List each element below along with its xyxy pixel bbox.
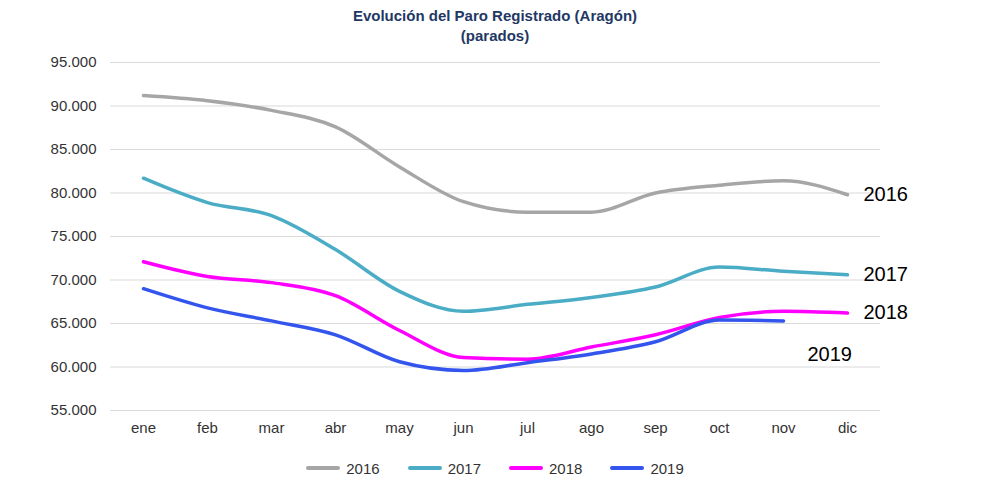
html-text:2017: 2017 (447, 459, 481, 477)
html-text:Evolución del Paro Registrado: Evolución del Paro Registrado (Aragón) (352, 7, 638, 24)
svg-text:70.000: 70.000 (51, 271, 97, 288)
svg-text:may: may (385, 419, 414, 436)
svg-text:nov: nov (771, 419, 796, 436)
svg-text:feb: feb (197, 419, 218, 436)
svg-text:ene: ene (131, 419, 156, 436)
svg-text:85.000: 85.000 (51, 140, 97, 157)
svg-text:95.000: 95.000 (51, 53, 97, 70)
html-text:2018: 2018 (549, 459, 583, 477)
svg-text:oct: oct (709, 419, 730, 436)
svg-text:jul: jul (519, 419, 535, 436)
svg-text:55.000: 55.000 (51, 401, 97, 418)
svg-text:2016: 2016 (864, 183, 909, 205)
svg-text:dic: dic (838, 419, 858, 436)
svg-text:75.000: 75.000 (51, 227, 97, 244)
svg-text:90.000: 90.000 (51, 97, 97, 114)
svg-text:2017: 2017 (864, 263, 909, 285)
svg-text:65.000: 65.000 (51, 314, 97, 331)
html-text:2019: 2019 (650, 459, 684, 477)
svg-text:sep: sep (643, 419, 667, 436)
svg-text:60.000: 60.000 (51, 358, 97, 375)
html-text:2016: 2016 (346, 459, 380, 477)
svg-text:ago: ago (579, 419, 604, 436)
svg-text:2018: 2018 (864, 301, 909, 323)
svg-text:mar: mar (259, 419, 285, 436)
svg-text:jun: jun (452, 419, 473, 436)
svg-text:80.000: 80.000 (51, 184, 97, 201)
html-text:(parados): (parados) (460, 27, 530, 44)
svg-text:abr: abr (325, 419, 347, 436)
svg-text:2019: 2019 (808, 343, 853, 365)
